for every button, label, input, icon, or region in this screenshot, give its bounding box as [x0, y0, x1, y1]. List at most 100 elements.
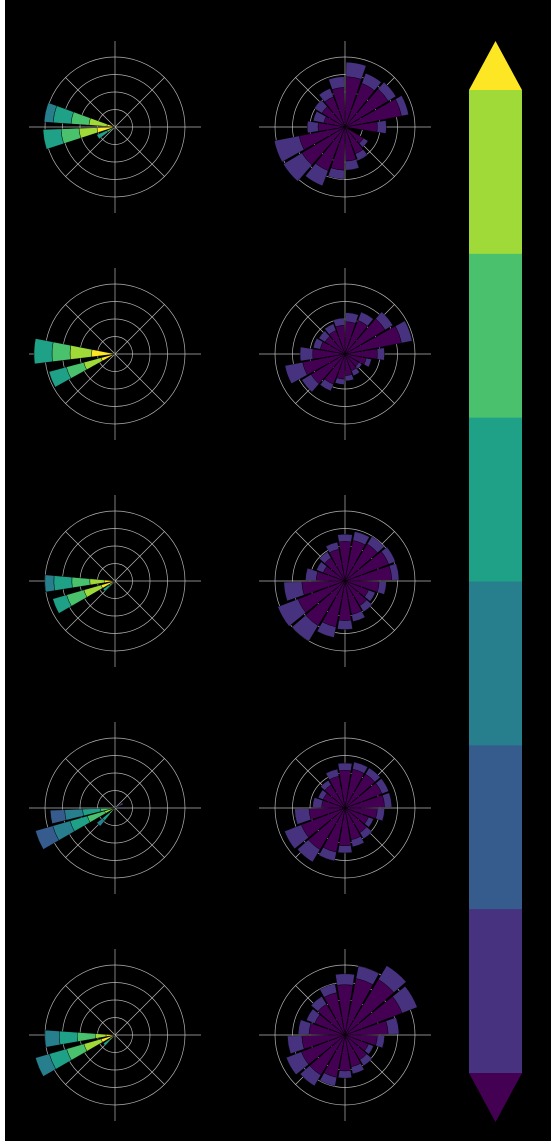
grid-spoke-45 — [114, 531, 165, 582]
polar-panel-r4-c1 — [29, 722, 201, 894]
bar-dir210-seg2 — [285, 1051, 309, 1075]
bottom-margin — [0, 1141, 551, 1145]
bar-dir190-seg2 — [294, 808, 312, 825]
polar-panel-r4-c2 — [259, 722, 431, 894]
bar-dir270-seg2 — [337, 845, 353, 854]
bar-dir60-seg2 — [361, 72, 382, 91]
bar-dir320-seg2 — [355, 362, 363, 370]
bar-dir40-seg2 — [375, 311, 394, 331]
bar-dir230-seg2 — [297, 839, 321, 863]
grid-spoke-135 — [65, 531, 116, 582]
bar-dir203-seg2 — [83, 584, 103, 598]
polar-panel-r2-c2 — [259, 268, 431, 440]
bar-dir300-seg2 — [351, 367, 361, 377]
bar-dir0-seg2 — [376, 347, 385, 361]
bar-dir203-seg4 — [52, 594, 72, 614]
figure-background — [5, 0, 551, 1141]
bar-dir240-seg2 — [305, 163, 329, 187]
bar-dir203-seg5 — [35, 1053, 57, 1077]
bar-dir180-seg2 — [299, 346, 314, 362]
bar-dir190-seg2 — [78, 127, 99, 139]
bar-dir120-seg2 — [324, 323, 337, 335]
bar-dir20-seg2 — [395, 320, 413, 344]
bar-dir140-seg2 — [313, 99, 328, 114]
bar-dir130-seg2 — [320, 779, 332, 791]
bar-dir250-seg2 — [316, 621, 337, 638]
colorbar-bin-6 — [469, 90, 522, 255]
bar-dir220-seg2 — [283, 152, 313, 182]
grid-spoke-135 — [65, 758, 116, 809]
bar-dir230-seg2 — [299, 1065, 322, 1087]
bar-dir260-seg2 — [327, 167, 345, 180]
polar-panel-r1-c2 — [259, 41, 431, 213]
bar-dir140-seg2 — [318, 330, 330, 343]
bar-dir220-seg2 — [102, 584, 111, 592]
bar-dir183-seg4 — [59, 1030, 79, 1045]
bar-dir150-seg2 — [316, 561, 328, 573]
bar-dir160-seg2 — [312, 338, 324, 350]
bar-dir130-seg2 — [318, 551, 332, 564]
bar-dir220-seg2 — [301, 374, 320, 393]
bar-dir50-seg2 — [366, 535, 385, 553]
colorbar-bin-2 — [469, 745, 522, 910]
bar-dir290-seg2 — [351, 610, 366, 622]
colorbar-bin-3 — [469, 581, 522, 746]
polar-panel-r2-c1 — [29, 268, 201, 440]
bar-dir190-seg2 — [287, 1035, 305, 1055]
bar-dir70-seg2 — [355, 965, 380, 985]
bar-dir100-seg2 — [328, 76, 345, 90]
bar-dir250-seg2 — [318, 847, 337, 862]
bar-dir130-seg2 — [310, 996, 327, 1012]
bar-dir188-seg4 — [50, 809, 67, 824]
bar-dir203-seg2 — [83, 1038, 103, 1052]
bar-dir30-seg2 — [381, 546, 396, 565]
bar-dir182-seg3 — [71, 577, 91, 588]
colorbar — [469, 41, 522, 1122]
colorbar-bin-4 — [469, 417, 522, 582]
bar-dir300-seg2 — [355, 149, 368, 161]
grid-spoke-315 — [114, 580, 165, 631]
grid-spoke-45 — [114, 758, 165, 809]
bar-dir202-seg4 — [48, 366, 72, 388]
bar-dir30-seg2 — [375, 778, 389, 795]
bar-dir120-seg2 — [318, 88, 334, 103]
bar-dir50-seg2 — [378, 965, 407, 993]
bar-dir168-seg2 — [88, 117, 108, 127]
bar-dir270-seg2 — [338, 1070, 352, 1079]
bar-dir80-seg2 — [345, 312, 359, 324]
polar-panels — [29, 41, 431, 1121]
grid-spoke-315 — [114, 126, 165, 177]
grid-spoke-225 — [65, 126, 116, 177]
bar-dir330-seg2 — [364, 1043, 374, 1055]
grid-spoke-315 — [114, 1034, 165, 1085]
bar-dir240-seg2 — [319, 378, 334, 392]
bar-dir90-seg2 — [337, 762, 353, 771]
bar-dir20-seg2 — [395, 95, 409, 117]
bar-dir10-seg2 — [385, 1017, 400, 1035]
bar-dir290-seg2 — [350, 836, 365, 848]
bar-dir182-seg4 — [53, 575, 73, 591]
bar-dir202-seg2 — [83, 357, 103, 370]
colorbar-bin-1 — [469, 909, 522, 1074]
bar-dir170-seg2 — [312, 797, 324, 808]
polar-panel-r5-c2 — [259, 949, 431, 1121]
bar-dir270-seg2 — [337, 619, 353, 630]
bar-dir320-seg2 — [358, 137, 369, 148]
bar-dir340-seg2 — [363, 357, 372, 368]
colorbar-extend-min — [469, 1073, 522, 1122]
bar-dir310-seg2 — [359, 826, 373, 840]
bar-dir210-seg2 — [277, 598, 307, 627]
bar-dir168-seg5 — [43, 102, 57, 123]
bar-dir350-seg2 — [377, 581, 387, 595]
colorbar-bin-5 — [469, 253, 522, 419]
bar-dir10-seg2 — [388, 563, 400, 581]
bar-dir60-seg2 — [357, 311, 374, 327]
bar-dir168-seg3 — [70, 111, 91, 126]
grid-spoke-315 — [114, 353, 165, 404]
bar-dir260-seg2 — [334, 377, 345, 385]
bar-dir222-seg2 — [103, 1038, 111, 1046]
polar-panel-r3-c1 — [29, 495, 201, 667]
bar-dir183-seg5 — [44, 1029, 61, 1048]
bar-dir225-seg3 — [96, 817, 106, 827]
bar-dir150-seg2 — [306, 1008, 321, 1024]
